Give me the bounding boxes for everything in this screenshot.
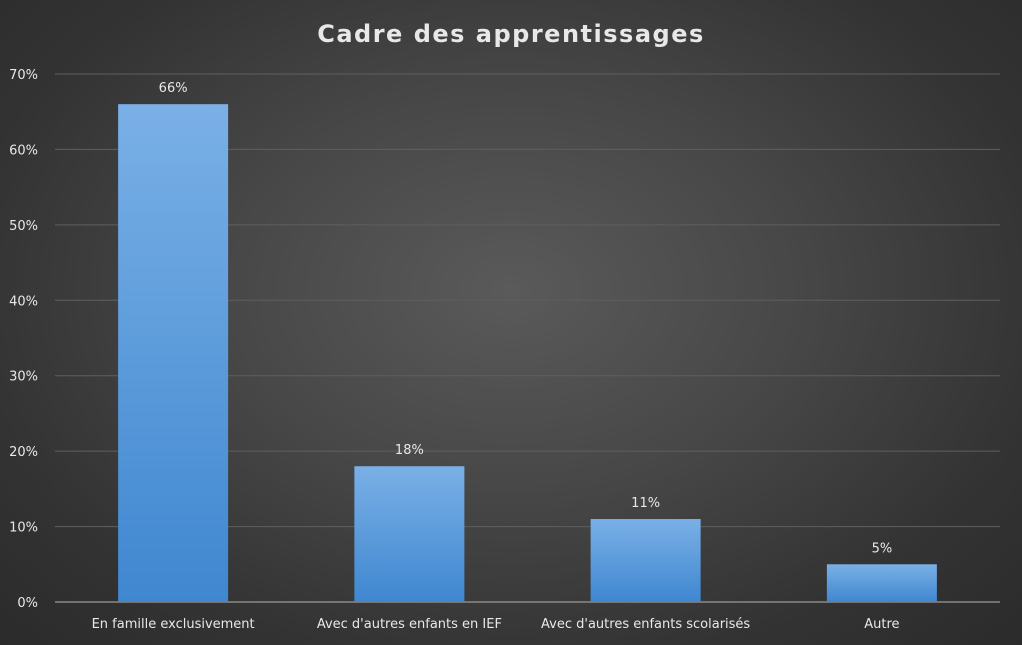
- bar: [354, 466, 465, 602]
- y-tick-label: 10%: [9, 521, 38, 536]
- y-tick-label: 40%: [9, 294, 38, 309]
- data-label: 5%: [872, 541, 893, 556]
- y-tick-label: 70%: [9, 68, 38, 83]
- y-tick-label: 0%: [17, 596, 38, 611]
- y-tick-label: 20%: [9, 445, 38, 460]
- y-tick-label: 50%: [9, 219, 38, 234]
- y-tick-label: 30%: [9, 370, 38, 385]
- data-label: 11%: [631, 496, 660, 511]
- bar: [590, 519, 701, 602]
- data-label: 66%: [159, 81, 188, 96]
- bar: [118, 104, 229, 603]
- data-label: 18%: [395, 443, 424, 458]
- bar: [826, 564, 937, 602]
- x-tick-label: En famille exclusivement: [92, 617, 255, 632]
- y-tick-label: 60%: [9, 143, 38, 158]
- x-tick-label: Avec d'autres enfants en IEF: [317, 617, 502, 632]
- chart-title: Cadre des apprentissages: [317, 20, 705, 48]
- x-tick-label: Avec d'autres enfants scolarisés: [541, 617, 750, 632]
- x-tick-label: Autre: [864, 617, 899, 632]
